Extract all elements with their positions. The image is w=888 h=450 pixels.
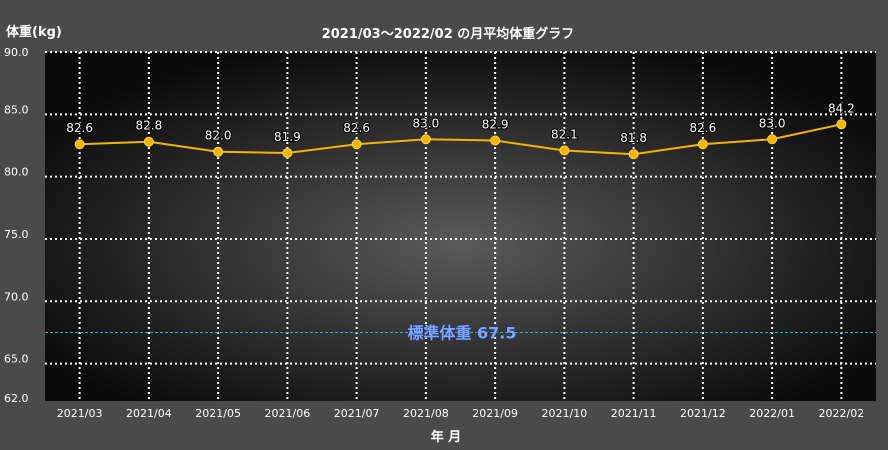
y-axis-label: 体重(kg) <box>6 24 62 40</box>
axes: 90.0 85.0 80.0 75.0 70.0 65.0 62.0 2021/03 2021/… <box>4 46 864 420</box>
x-tick-label: 2021/03 <box>57 407 103 420</box>
data-point <box>767 134 778 145</box>
data-point <box>282 147 293 158</box>
data-label: 82.1 <box>551 127 578 141</box>
chart-title: 2021/03～2022/02 の月平均体重グラフ <box>322 26 575 42</box>
x-axis-label: 年 月 <box>431 429 462 445</box>
data-label: 82.6 <box>66 121 93 135</box>
data-label: 82.6 <box>690 121 717 135</box>
data-point <box>143 136 154 147</box>
standard-weight-label: 標準体重 67.5 <box>407 323 516 342</box>
data-point <box>74 139 85 150</box>
x-tick-label: 2021/06 <box>265 407 311 420</box>
x-tick-label: 2021/10 <box>542 407 588 420</box>
data-label: 82.6 <box>343 121 370 135</box>
data-label: 81.8 <box>620 131 647 145</box>
data-point <box>420 134 431 145</box>
data-point <box>697 139 708 150</box>
data-label: 82.0 <box>205 129 232 143</box>
data-label: 82.8 <box>136 119 163 133</box>
x-tick-label: 2021/12 <box>680 407 726 420</box>
data-point <box>628 149 639 160</box>
data-point <box>559 145 570 156</box>
weight-series-line <box>79 123 842 156</box>
grid <box>45 51 876 401</box>
plot-area <box>45 52 876 401</box>
data-point <box>213 146 224 157</box>
x-tick-label: 2021/11 <box>611 407 657 420</box>
y-tick-label: 70.0 <box>4 290 29 303</box>
y-tick-label: 62.0 <box>4 392 29 405</box>
y-tick-label: 80.0 <box>4 166 29 179</box>
x-tick-label: 2021/07 <box>334 407 380 420</box>
data-label: 83.0 <box>759 116 786 130</box>
x-tick-label: 2021/08 <box>403 407 449 420</box>
reference-line-group: 標準体重 67.5 <box>45 323 876 343</box>
y-tick-label: 85.0 <box>4 103 29 116</box>
series-group: 82.6 82.8 82.0 81.9 82.6 83.0 82.9 82.1 81.8 82.6… <box>65 100 856 160</box>
x-tick-label: 2021/09 <box>472 407 518 420</box>
data-label: 84.2 <box>828 101 855 115</box>
x-tick-label: 2021/04 <box>126 407 172 420</box>
y-tick-label: 65.0 <box>4 353 29 366</box>
y-tick-label: 90.0 <box>4 46 29 59</box>
x-tick-label: 2022/01 <box>749 407 795 420</box>
x-tick-label: 2022/02 <box>819 407 865 420</box>
data-point <box>351 139 362 150</box>
x-tick-label: 2021/05 <box>195 407 241 420</box>
data-point <box>490 135 501 146</box>
data-label: 83.0 <box>413 116 440 130</box>
data-label: 81.9 <box>274 130 301 144</box>
data-label: 82.9 <box>482 117 509 131</box>
y-tick-label: 75.0 <box>4 228 29 241</box>
data-point <box>836 119 847 130</box>
